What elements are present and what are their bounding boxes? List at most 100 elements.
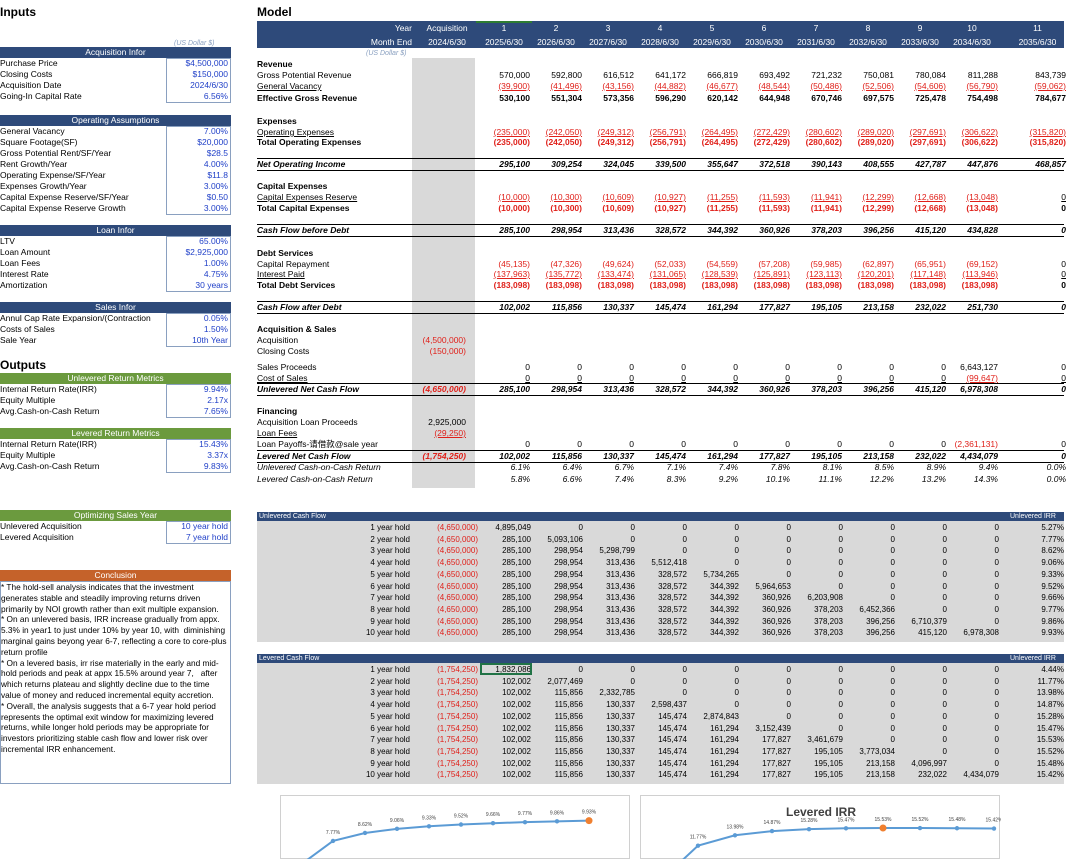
- row-opex-cell[interactable]: (289,020): [857, 127, 894, 137]
- row-cfad-cell[interactable]: 102,002: [499, 302, 530, 312]
- row-noi-cell[interactable]: 324,045: [603, 159, 634, 169]
- row-crep-cell[interactable]: (54,559): [706, 259, 738, 269]
- row-cfad-cell[interactable]: 115,856: [551, 302, 582, 312]
- row-tce-cell[interactable]: (10,000): [498, 203, 530, 213]
- levered-irr-chart[interactable]: Levered IRR 11.77% 13.98% 14.87% 15.28% 15.4…: [640, 795, 1003, 859]
- row-topex-cell[interactable]: (264,495): [701, 137, 738, 147]
- row-topex-cell[interactable]: (297,691): [909, 137, 946, 147]
- grid-cell[interactable]: 0: [838, 523, 843, 532]
- row-crep-cell[interactable]: (49,624): [602, 259, 634, 269]
- row-tce-cell[interactable]: (12,668): [914, 203, 946, 213]
- irr-point[interactable]: [522, 819, 528, 825]
- irr-point[interactable]: [362, 830, 368, 836]
- irr-value[interactable]: 9.93%: [1041, 628, 1064, 638]
- grid-cell[interactable]: 313,436: [606, 628, 635, 638]
- grid-cell[interactable]: 0: [734, 676, 739, 686]
- grid-cell[interactable]: 0: [838, 665, 843, 674]
- row-intp-cell[interactable]: (120,201): [857, 269, 894, 279]
- grid-cell[interactable]: 5,298,799: [599, 546, 635, 556]
- grid-cell[interactable]: 298,954: [554, 558, 583, 568]
- row-lpo-cell[interactable]: 0: [837, 439, 842, 449]
- grid-cell[interactable]: 0: [942, 711, 947, 721]
- grid-cell[interactable]: 6,203,908: [807, 593, 843, 603]
- row-cer-cell[interactable]: (13,048): [966, 192, 998, 202]
- irr-value[interactable]: 9.52%: [1041, 581, 1064, 591]
- grid-cell[interactable]: 0: [786, 558, 791, 568]
- lev-value-input[interactable]: 15.43%: [199, 439, 228, 449]
- irr-point[interactable]: [991, 826, 997, 831]
- row-noi-cell[interactable]: 408,555: [863, 159, 894, 169]
- grid-cell[interactable]: 5,964,653: [755, 581, 791, 591]
- row-gpr-cell[interactable]: 616,512: [603, 70, 634, 80]
- row-vac-cell[interactable]: (41,496): [550, 81, 582, 91]
- grid-cell[interactable]: 344,392: [710, 616, 739, 626]
- row-opex-cell[interactable]: (264,495): [701, 127, 738, 137]
- row-cfbd-cell[interactable]: 415,120: [915, 225, 946, 235]
- irr-value[interactable]: 11.77%: [1037, 676, 1064, 686]
- grid-cell[interactable]: 3,773,034: [859, 746, 895, 756]
- irr-point[interactable]: [490, 820, 496, 826]
- row-lncf-cell[interactable]: 195,105: [811, 451, 842, 461]
- grid-cell[interactable]: 130,337: [606, 770, 635, 780]
- row-crep-cell[interactable]: (45,135): [498, 259, 530, 269]
- row-intp-cell[interactable]: (128,539): [701, 269, 738, 279]
- grid-cell[interactable]: (1,754,250): [437, 676, 478, 686]
- row-intp-cell[interactable]: (135,772): [545, 269, 582, 279]
- row-lcoc-cell[interactable]: 5.8%: [510, 474, 530, 484]
- grid-cell[interactable]: 328,572: [658, 628, 687, 638]
- grid-cell[interactable]: 0: [994, 523, 999, 532]
- year-header-2[interactable]: 2: [553, 23, 559, 33]
- row-intp-cell[interactable]: 0: [1061, 269, 1066, 279]
- row-opex-cell[interactable]: (280,602): [805, 127, 842, 137]
- grid-cell[interactable]: 0: [838, 700, 843, 710]
- grid-cell[interactable]: (1,754,250): [437, 723, 478, 733]
- grid-cell[interactable]: 0: [890, 581, 895, 591]
- row-tds-cell[interactable]: (183,098): [753, 280, 790, 290]
- lev-value-input[interactable]: 3.37x: [207, 450, 228, 460]
- row-tce-cell[interactable]: (12,299): [862, 203, 894, 213]
- year-header-1[interactable]: 1: [501, 23, 507, 33]
- grid-cell[interactable]: (4,650,000): [437, 581, 478, 591]
- grid-cell[interactable]: 0: [630, 676, 635, 686]
- row-topex-cell[interactable]: (315,820): [1029, 137, 1066, 147]
- row-ucoc-cell[interactable]: 8.1%: [822, 462, 842, 472]
- grid-cell[interactable]: 0: [994, 700, 999, 710]
- grid-cell[interactable]: 5,734,265: [703, 569, 739, 579]
- grid-cell[interactable]: 195,105: [814, 746, 843, 756]
- row-lcoc-cell[interactable]: 9.2%: [718, 474, 738, 484]
- year-header-8[interactable]: 8: [865, 23, 871, 33]
- grid-cell[interactable]: 195,105: [814, 758, 843, 768]
- irr-value[interactable]: 4.44%: [1041, 665, 1064, 674]
- row-egr-cell[interactable]: 670,746: [811, 93, 842, 103]
- grid-cell[interactable]: 3,152,439: [755, 723, 791, 733]
- grid-cell[interactable]: 0: [890, 735, 895, 745]
- row-lncf-cell[interactable]: (1,754,250): [422, 451, 466, 461]
- row-cer-cell[interactable]: (11,941): [810, 192, 842, 202]
- row-lpo-cell[interactable]: 0: [1061, 439, 1066, 449]
- grid-cell[interactable]: 0: [890, 700, 895, 710]
- row-vac-cell[interactable]: (48,544): [758, 81, 790, 91]
- irr-point[interactable]: [843, 826, 849, 831]
- grid-cell[interactable]: 0: [630, 665, 635, 674]
- grid-cell[interactable]: 5,093,106: [547, 534, 583, 544]
- grid-cell[interactable]: 102,002: [502, 676, 531, 686]
- row-uncf-cell[interactable]: 6,978,308: [960, 384, 998, 394]
- grid-cell[interactable]: 161,294: [710, 758, 739, 768]
- grid-cell[interactable]: 298,954: [554, 604, 583, 614]
- row-topex-cell[interactable]: (235,000): [493, 137, 530, 147]
- row-lcoc-cell[interactable]: 8.3%: [666, 474, 686, 484]
- year-header-3[interactable]: 3: [605, 23, 611, 33]
- row-egr-cell[interactable]: 754,498: [967, 93, 998, 103]
- grid-cell[interactable]: 328,572: [658, 593, 687, 603]
- ops-value-input[interactable]: $11.8: [207, 170, 228, 180]
- grid-cell[interactable]: 130,337: [606, 746, 635, 756]
- grid-cell[interactable]: 2,332,785: [599, 688, 635, 698]
- row-gpr-cell[interactable]: 780,084: [915, 70, 946, 80]
- row-cfbd-cell[interactable]: 328,572: [655, 225, 686, 235]
- row-noi-cell[interactable]: 427,787: [915, 159, 946, 169]
- row-cfbd-cell[interactable]: 434,828: [967, 225, 998, 235]
- irr-value[interactable]: 13.98%: [1036, 688, 1064, 698]
- grid-cell[interactable]: 396,256: [866, 628, 895, 638]
- row-sp-cell[interactable]: 0: [837, 362, 842, 372]
- grid-cell[interactable]: 161,294: [710, 735, 739, 745]
